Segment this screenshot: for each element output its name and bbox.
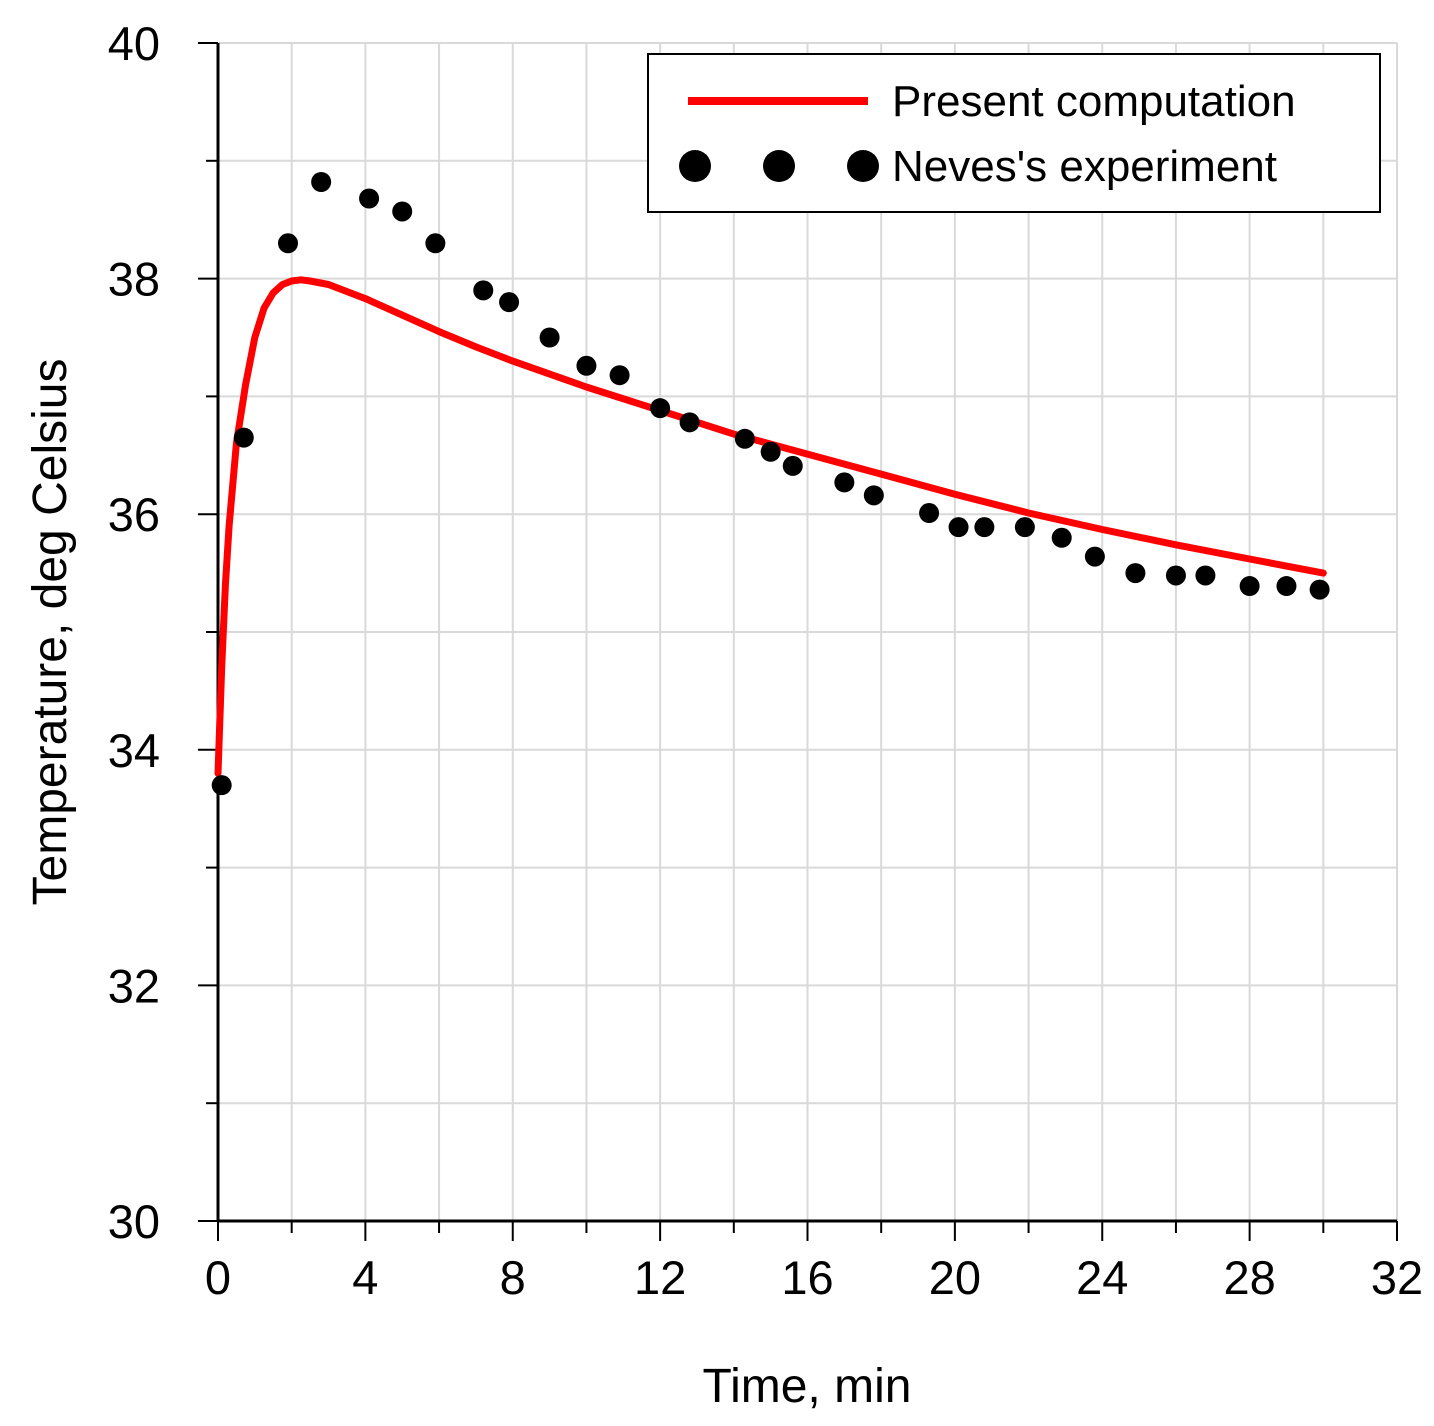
- computation-line: [214, 276, 1327, 777]
- plot-area: [211, 172, 1330, 796]
- experiment-point: [499, 292, 520, 313]
- legend-marker-swatch: [679, 150, 711, 182]
- experiment-point: [650, 398, 671, 419]
- experiment-point: [974, 517, 995, 538]
- experiment-point: [425, 233, 446, 254]
- y-tick-label: 38: [108, 253, 160, 306]
- y-axis-title: Temperature, deg Celsius: [24, 359, 77, 906]
- x-tick-label: 12: [634, 1251, 686, 1304]
- legend: Present computation Neves's experiment: [647, 53, 1381, 213]
- experiment-point: [1084, 546, 1105, 567]
- legend-marker-swatch: [847, 150, 879, 182]
- legend-label-experiment: Neves's experiment: [892, 142, 1277, 191]
- experiment-point: [278, 233, 299, 254]
- experiment-point: [359, 188, 380, 209]
- x-tick-label: 8: [500, 1251, 526, 1304]
- experiment-point: [1014, 517, 1035, 538]
- experiment-point: [1125, 563, 1146, 584]
- x-tick-label: 28: [1223, 1251, 1275, 1304]
- legend-label-computation: Present computation: [892, 77, 1296, 126]
- legend-box: [647, 53, 1381, 213]
- x-tick-label: 24: [1076, 1251, 1128, 1304]
- experiment-point: [1309, 579, 1330, 600]
- x-tick-label: 4: [352, 1251, 378, 1304]
- experiment-point: [609, 365, 630, 386]
- axes: [198, 42, 1398, 1241]
- legend-marker-swatch: [763, 150, 795, 182]
- experiment-point: [1276, 576, 1297, 597]
- experiment-point: [948, 517, 969, 538]
- experiment-point: [576, 355, 597, 376]
- y-tick-label: 34: [108, 724, 160, 777]
- experiment-point: [211, 775, 232, 796]
- experiment-point: [1165, 565, 1186, 586]
- experiment-point: [233, 427, 254, 448]
- experiment-point: [311, 172, 332, 193]
- experiment-point: [919, 503, 940, 524]
- experiment-point: [539, 327, 560, 348]
- x-tick-label: 0: [205, 1251, 231, 1304]
- experiment-point: [1195, 565, 1216, 586]
- grid: [218, 42, 1398, 1221]
- x-tick-label: 16: [781, 1251, 833, 1304]
- y-tick-label: 40: [108, 17, 160, 70]
- x-axis-title: Time, min: [703, 1360, 912, 1413]
- experiment-point: [1239, 576, 1260, 597]
- experiment-point: [392, 201, 413, 222]
- experiment-point: [760, 441, 781, 462]
- experiment-point: [834, 472, 855, 493]
- experiment-point: [679, 412, 700, 433]
- y-tick-label: 30: [108, 1195, 160, 1248]
- experiment-point: [782, 455, 803, 476]
- experiment-point: [863, 485, 884, 506]
- x-tick-label: 20: [929, 1251, 981, 1304]
- experiment-point: [473, 280, 494, 301]
- y-tick-label: 32: [108, 959, 160, 1012]
- y-tick-label: 36: [108, 488, 160, 541]
- x-tick-label: 32: [1371, 1251, 1423, 1304]
- experiment-point: [1051, 527, 1072, 548]
- tick-labels: 0 4 8 12 16 20 24 28 32 30 32 34 36 38 40: [108, 17, 1423, 1304]
- experiment-point: [734, 428, 755, 449]
